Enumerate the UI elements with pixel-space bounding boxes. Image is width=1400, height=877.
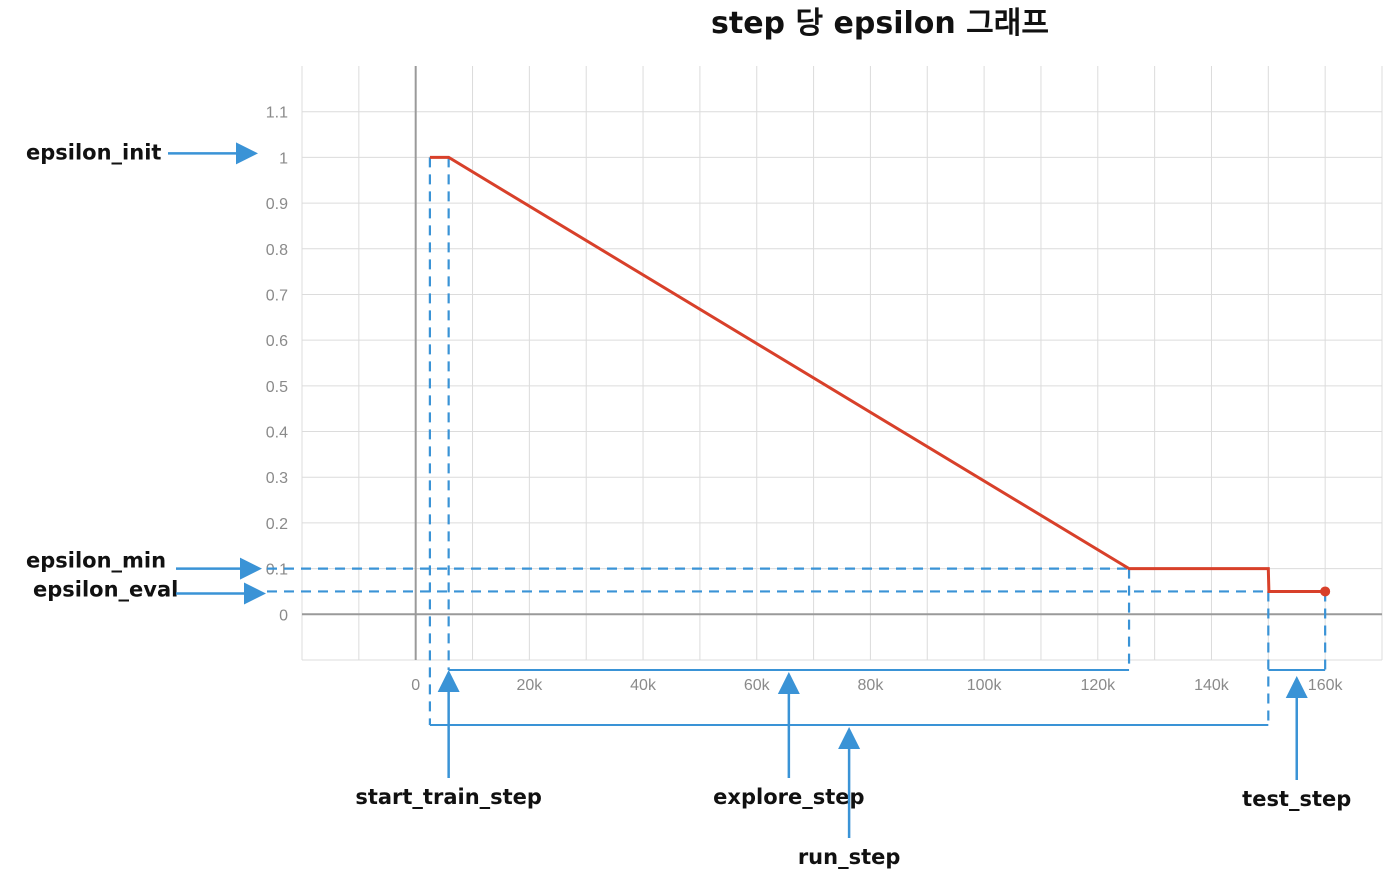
y-tick-label: 0.2 bbox=[266, 516, 288, 533]
start-train-step-label: start_train_step bbox=[355, 785, 542, 809]
x-tick-label: 60k bbox=[744, 677, 771, 694]
y-tick-label: 0 bbox=[279, 607, 288, 624]
x-tick-label: 120k bbox=[1080, 677, 1116, 694]
x-tick-label: 40k bbox=[630, 677, 657, 694]
annotation-labels: epsilon_init epsilon_min epsilon_evalstart… bbox=[26, 140, 1351, 869]
epsilon-eval-arrow-head bbox=[244, 582, 266, 605]
epsilon-min-label: epsilon_min bbox=[26, 549, 166, 573]
explore-step-arrow-head bbox=[777, 672, 800, 694]
x-tick-label: 100k bbox=[967, 677, 1003, 694]
x-tick-label: 80k bbox=[858, 677, 885, 694]
start-train-arrow-head bbox=[437, 670, 460, 692]
x-tick-label: 140k bbox=[1194, 677, 1230, 694]
epsilon-init-label: epsilon_init bbox=[26, 140, 161, 164]
y-tick-label: 0.4 bbox=[266, 425, 288, 442]
y-tick-label: 0.1 bbox=[266, 562, 288, 579]
test-step-label: test_step bbox=[1242, 787, 1351, 811]
series-end-marker bbox=[1320, 586, 1331, 597]
epsilon-init-arrow-head bbox=[236, 142, 258, 165]
series-layer bbox=[429, 155, 1331, 597]
y-tick-label: 1 bbox=[279, 150, 288, 167]
chart-title: step 당 epsilon 그래프 bbox=[711, 6, 1049, 41]
annotation-guides bbox=[267, 157, 1327, 726]
epsilon-min-arrow-head bbox=[240, 557, 262, 580]
epsilon-eval-label: epsilon_eval bbox=[33, 577, 178, 601]
epsilon-series-line bbox=[429, 155, 1326, 593]
tick-labels: 0 0.1 0.2 0.3 0.4 0.5 0.6 0.7 0.8 0.9 1 1.1 0 20k 40k 6… bbox=[266, 105, 1344, 694]
y-tick-label: 0.5 bbox=[266, 379, 288, 396]
y-tick-label: 0.3 bbox=[266, 470, 288, 487]
grid bbox=[301, 66, 1383, 661]
run-step-arrow-head bbox=[838, 727, 861, 749]
run-step-label: run_step bbox=[798, 845, 901, 869]
axes bbox=[302, 66, 1382, 660]
test-step-arrow-head bbox=[1285, 676, 1308, 698]
explore-step-label: explore_step bbox=[713, 785, 864, 809]
x-tick-label: 0 bbox=[411, 677, 420, 694]
y-tick-label: 1.1 bbox=[266, 105, 288, 122]
y-tick-label: 0.6 bbox=[266, 333, 288, 350]
x-tick-label: 20k bbox=[516, 677, 543, 694]
y-tick-label: 0.7 bbox=[266, 287, 288, 304]
y-tick-label: 0.9 bbox=[266, 196, 288, 213]
y-tick-label: 0.8 bbox=[266, 242, 288, 259]
x-tick-label: 160k bbox=[1308, 677, 1344, 694]
